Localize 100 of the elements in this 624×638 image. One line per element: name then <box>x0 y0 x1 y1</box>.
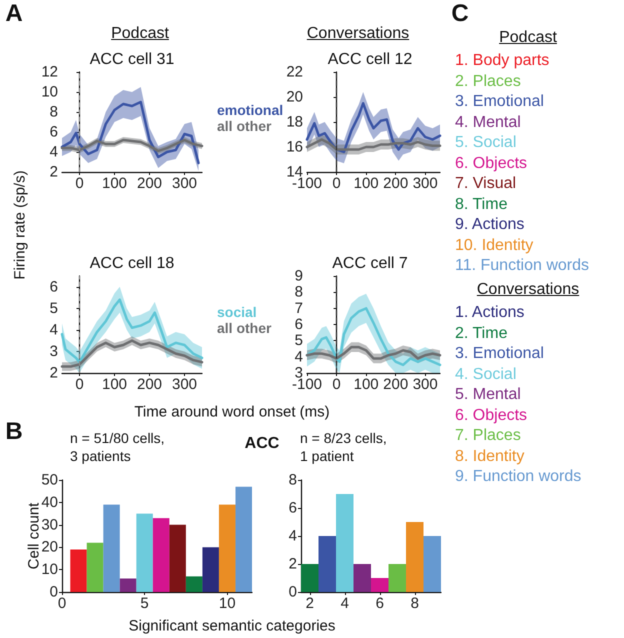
text: n = 8/23 cells, <box>300 430 387 446</box>
x-tick-label: 300 <box>412 175 438 192</box>
category-label: 6. Objects <box>455 154 528 172</box>
y-tick-label: 6 <box>294 316 303 333</box>
x-tick-label: 200 <box>383 175 408 192</box>
bar <box>424 536 441 592</box>
category-label: 2. Places <box>455 72 521 90</box>
y-tick-label: 4 <box>294 348 303 366</box>
bar <box>301 564 318 592</box>
chart-title: ACC cell 7 <box>332 255 408 273</box>
chart-title: ACC cell 31 <box>90 51 174 69</box>
text: Podcast <box>111 25 169 43</box>
y-tick-label: 12 <box>41 64 58 80</box>
x-tick-label: 4 <box>340 595 349 612</box>
chart-title: ACC <box>244 435 280 453</box>
y-tick-label: 40 <box>41 494 58 511</box>
text: Podcast <box>499 29 557 47</box>
x-tick-label: 6 <box>376 595 384 612</box>
bar <box>318 536 336 592</box>
y-tick-label: 30 <box>41 516 58 534</box>
x-tick-label: 8 <box>410 595 419 612</box>
y-tick-label: 22 <box>286 64 303 80</box>
y-tick-label: 5 <box>50 300 58 317</box>
x-tick-label: 0 <box>75 376 84 393</box>
x-tick-label: 200 <box>136 376 162 393</box>
x-tick-label: 5 <box>140 595 149 612</box>
text: all other <box>217 320 272 336</box>
bar <box>186 576 202 592</box>
x-tick-label: 200 <box>136 175 162 192</box>
y-tick-label: 8 <box>288 472 297 488</box>
y-tick-label: 8 <box>294 284 303 301</box>
text: C <box>451 0 469 28</box>
bar <box>152 518 170 592</box>
text: social <box>217 304 257 320</box>
text: emotional <box>217 102 284 118</box>
bar <box>388 564 406 592</box>
x-tick-label: 0 <box>332 175 341 192</box>
bar <box>103 504 120 592</box>
y-tick-label: 6 <box>50 278 58 296</box>
y-tick-label: 20 <box>41 538 58 556</box>
bar <box>218 504 236 592</box>
category-label: 3. Emotional <box>455 93 544 111</box>
text: A <box>5 0 23 28</box>
category-label: 7. Visual <box>455 175 516 193</box>
category-label: 3. Emotional <box>455 345 544 363</box>
category-label: 5. Social <box>455 134 516 152</box>
bar <box>136 514 153 592</box>
x-tick-label: 100 <box>102 376 128 393</box>
text: Conversations <box>306 25 410 43</box>
y-tick-label: 7 <box>294 300 303 317</box>
category-label: 10. Identity <box>455 236 534 254</box>
y-tick-label: 50 <box>41 472 58 488</box>
y-tick-label: 10 <box>41 84 58 100</box>
bar <box>336 494 354 592</box>
chart-title: ACC cell 12 <box>328 51 412 69</box>
x-tick-label: 200 <box>383 376 408 393</box>
y-tick-label: 10 <box>41 561 58 578</box>
x-tick-label: 100 <box>354 175 379 192</box>
line-series <box>306 346 442 360</box>
line-series <box>306 307 442 366</box>
chart-title: ACC cell 18 <box>90 255 174 273</box>
category-label: 8. Identity <box>455 448 524 466</box>
x-tick-label: 100 <box>354 376 379 393</box>
category-label: 9. Actions <box>455 216 524 234</box>
y-tick-label: 6 <box>288 500 297 516</box>
x-tick-label: 300 <box>412 376 438 393</box>
category-label: 1. Actions <box>455 304 524 322</box>
y-tick-label: 16 <box>286 138 303 156</box>
x-tick-label: 0 <box>75 175 84 192</box>
text: 1 patient <box>300 448 354 464</box>
bar <box>169 524 186 592</box>
category-label: 4. Social <box>455 366 516 384</box>
bar <box>120 578 136 592</box>
y-tick-label: 3 <box>50 342 58 360</box>
y-tick-label: 6 <box>50 124 58 140</box>
line-series <box>306 102 442 154</box>
bar <box>86 542 104 592</box>
x-tick-label: 2 <box>306 595 314 612</box>
x-axis-title: Significant semantic categories <box>128 618 336 634</box>
bar <box>70 549 87 592</box>
y-tick-label: 2 <box>288 556 297 572</box>
category-label: 4. Mental <box>455 114 521 132</box>
y-tick-label: 8 <box>50 104 58 120</box>
y-axis-title: Firing rate (sp/s) <box>12 170 28 280</box>
y-tick-label: 2 <box>50 364 58 382</box>
bar <box>354 564 371 592</box>
category-label: 6. Objects <box>455 406 528 424</box>
category-label: 8. Time <box>455 196 508 214</box>
bar <box>371 578 388 592</box>
line-series <box>60 100 200 164</box>
series-label: all other <box>217 118 272 134</box>
x-tick-label: 0 <box>332 376 341 393</box>
y-tick-label: 4 <box>50 321 58 338</box>
category-label: 9. Function words <box>455 468 582 486</box>
y-tick-label: 0 <box>50 584 58 600</box>
x-tick-label: 100 <box>102 175 128 192</box>
category-label: 11. Function words <box>455 257 589 275</box>
text: 3 patients <box>70 448 131 464</box>
category-label: 1. Body parts <box>455 52 550 70</box>
x-axis-title: Time around word onset (ms) <box>134 404 330 420</box>
